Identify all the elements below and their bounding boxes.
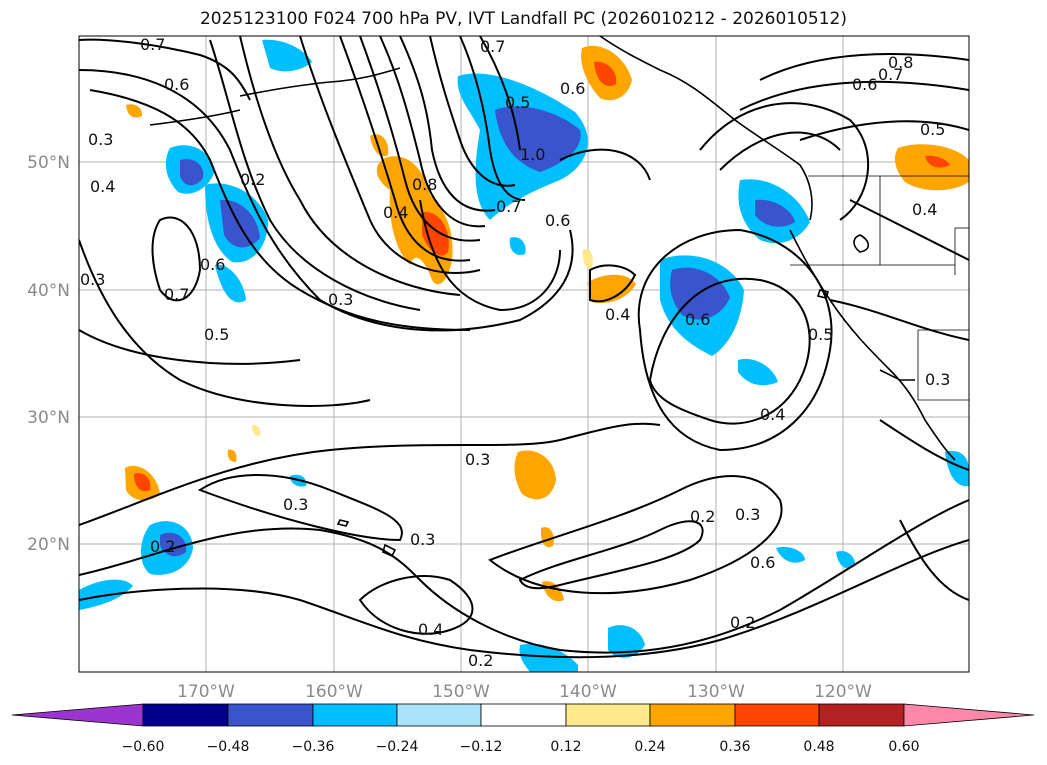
colorbar-extend-min — [11, 703, 144, 727]
contour-label: 0.3 — [925, 370, 950, 389]
contour-label: 0.6 — [545, 211, 570, 230]
colorbar-tick-label: −0.60 — [122, 739, 165, 755]
colorbar-tick-label: −0.12 — [460, 739, 503, 755]
lat-label: 30°N — [27, 408, 70, 428]
contour-label: 0.4 — [912, 200, 937, 219]
colorbar-tick-label: 0.24 — [634, 739, 665, 755]
lat-label: 20°N — [27, 535, 70, 555]
longitude-labels: 170°W 160°W 150°W 140°W 130°W 120°W — [177, 682, 872, 702]
lon-label: 170°W — [177, 682, 235, 702]
colorbar-segment — [565, 703, 651, 727]
contour-label: 0.3 — [465, 450, 490, 469]
contour-label: 0.6 — [750, 553, 775, 572]
contour-label: 0.5 — [505, 93, 530, 112]
contour-label: 0.3 — [88, 130, 113, 149]
contour-label: 0.7 — [140, 35, 165, 54]
contour-label: 0.2 — [690, 507, 715, 526]
lat-label: 40°N — [27, 281, 70, 301]
contour-label: 0.6 — [685, 310, 710, 329]
colorbar-tick-label: 0.48 — [803, 739, 834, 755]
map-frame — [78, 35, 970, 673]
contour-label: 0.6 — [200, 255, 225, 274]
contour-label: 0.5 — [920, 120, 945, 139]
lon-label: 130°W — [687, 682, 745, 702]
contour-label: 1.0 — [520, 145, 545, 164]
colorbar-segment — [818, 703, 905, 727]
lon-label: 160°W — [305, 682, 363, 702]
colorbar-tick-label: −0.48 — [207, 739, 250, 755]
contour-labels: 0.7 0.6 0.3 0.4 0.2 0.6 0.7 0.5 0.3 0.8 … — [80, 35, 950, 670]
colorbar-tick-label: −0.36 — [292, 739, 335, 755]
colorbar-segment — [396, 703, 482, 727]
contour-label: 0.8 — [412, 175, 437, 194]
contour-label: 0.2 — [240, 170, 265, 189]
contour-label: 0.3 — [410, 530, 435, 549]
colorbar-tick-label: 0.60 — [888, 739, 919, 755]
latitude-labels: 50°N 40°N 30°N 20°N — [27, 153, 70, 555]
colorbar-tick-label: 0.36 — [719, 739, 750, 755]
lat-label: 50°N — [27, 153, 70, 173]
contour-label: 0.2 — [150, 537, 175, 556]
contour-label: 0.5 — [808, 325, 833, 344]
contour-label: 0.4 — [90, 177, 115, 196]
contour-label: 0.8 — [888, 53, 913, 72]
borders — [790, 175, 969, 401]
contour-label: 0.3 — [328, 290, 353, 309]
colorbar-segment — [734, 703, 820, 727]
contour-label: 0.3 — [735, 505, 760, 524]
contour-label: 0.3 — [283, 495, 308, 514]
contour-label: 0.3 — [80, 270, 105, 289]
colorbar-segment — [649, 703, 736, 727]
lon-label: 150°W — [432, 682, 490, 702]
colorbar-segment — [312, 703, 398, 727]
map-title: 2025123100 F024 700 hPa PV, IVT Landfall… — [199, 9, 847, 29]
colorbar-segment — [480, 703, 567, 727]
pv-contours — [79, 36, 969, 659]
contour-label: 0.5 — [204, 325, 229, 344]
positive-anomaly-patches — [125, 45, 969, 602]
lon-label: 140°W — [559, 682, 617, 702]
contour-label: 0.6 — [560, 79, 585, 98]
contour-label: 0.7 — [164, 285, 189, 304]
contour-label: 0.4 — [383, 203, 408, 222]
colorbar-tick-label: −0.24 — [376, 739, 419, 755]
contour-label: 0.7 — [496, 197, 521, 216]
contour-label: 0.2 — [468, 651, 493, 670]
colorbar-tick-label: 0.12 — [550, 739, 581, 755]
lon-label: 120°W — [814, 682, 872, 702]
contour-label: 0.2 — [730, 613, 755, 632]
contour-label: 0.7 — [878, 65, 903, 84]
contour-label: 0.4 — [760, 405, 785, 424]
contour-label: 0.4 — [605, 305, 630, 324]
contour-label: 0.4 — [418, 620, 443, 639]
colorbar-segment — [227, 703, 314, 727]
contour-label: 0.6 — [852, 75, 877, 94]
colorbar-extend-max — [903, 703, 1035, 727]
colorbar: −0.60 −0.48 −0.36 −0.24 −0.12 0.12 0.24 … — [11, 703, 1035, 755]
colorbar-segment — [142, 703, 229, 727]
contour-label: 0.7 — [480, 37, 505, 56]
contour-label: 0.6 — [164, 75, 189, 94]
coastlines — [149, 36, 956, 558]
